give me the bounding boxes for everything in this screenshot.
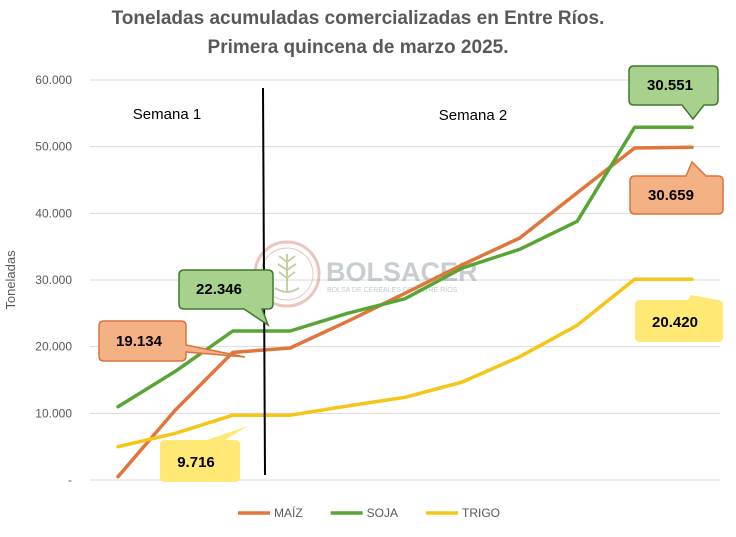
chart-title-line-1: Toneladas acumuladas comercializadas en … [112, 8, 605, 29]
callout-soja-week1-text: 22.346 [196, 281, 242, 298]
chart-title-line-2: Primera quincena de marzo 2025. [208, 37, 509, 58]
y-tick-label: - [68, 473, 72, 487]
callout-trigo-week2-text: 20.420 [652, 314, 698, 331]
y-tick-label: 60.000 [35, 73, 72, 87]
callout-maiz-week2: 30.659 [629, 160, 724, 215]
week-2-label: Semana 2 [439, 107, 507, 124]
callout-soja-week2-text: 30.551 [647, 77, 693, 94]
callout-trigo-week2: 20.420 [635, 295, 723, 342]
y-tick-label: 50.000 [35, 140, 72, 154]
callout-trigo-week1: 9.716 [160, 426, 248, 482]
y-tick-label: 20.000 [35, 340, 72, 354]
watermark-subtitle: BOLSA DE CEREALES DE ENTRE RÍOS [327, 285, 458, 294]
series-line-soja [116, 125, 694, 409]
callout-soja-week1: 22.346 [178, 269, 274, 327]
callout-maiz-week2-text: 30.659 [648, 187, 694, 204]
legend-label-trigo: TRIGO [462, 506, 500, 520]
legend: MAÍZ SOJA TRIGO [238, 505, 500, 520]
y-tick-label: 40.000 [35, 206, 72, 220]
callout-maiz-week1-text: 19.134 [116, 333, 163, 350]
week-1-label: Semana 1 [133, 106, 201, 123]
legend-label-maíz: MAÍZ [274, 505, 303, 520]
legend-label-soja: SOJA [367, 506, 398, 520]
series-line-maíz [116, 145, 694, 479]
callout-soja-week2: 30.551 [628, 65, 719, 121]
series-lines [116, 125, 694, 479]
callout-maiz-week1: 19.134 [98, 320, 246, 362]
y-tick-labels: - 10.000 20.000 30.000 40.000 50.000 60.000 [35, 73, 72, 487]
y-tick-label: 30.000 [35, 273, 72, 287]
callout-trigo-week1-text: 9.716 [177, 454, 215, 471]
series-line-trigo [116, 277, 694, 449]
y-axis-title: Toneladas [3, 250, 18, 310]
y-tick-label: 10.000 [35, 406, 72, 420]
